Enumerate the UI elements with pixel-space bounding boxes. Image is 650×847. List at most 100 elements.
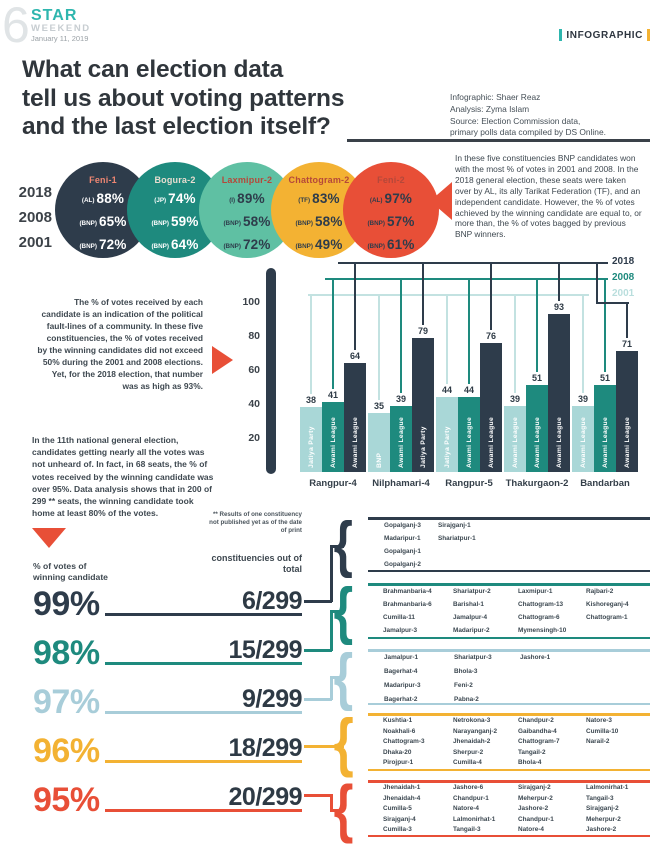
circle-party-tag: (BNP) xyxy=(367,219,385,227)
row-underline xyxy=(105,613,302,616)
legend-connector xyxy=(596,262,598,302)
credits: Infographic: Shaer Reaz Analysis: Zyma Is… xyxy=(450,92,606,139)
bar-party-label: Jatiya Party xyxy=(443,426,451,468)
connector xyxy=(304,794,332,797)
legend-connector xyxy=(536,278,538,373)
row-underline xyxy=(105,711,302,714)
constituency-item: Meherpur-2 xyxy=(518,794,553,802)
brace-icon: { xyxy=(333,773,354,844)
constituency-item: Brahmanbaria-6 xyxy=(383,601,432,608)
constituency-item: Lalmonirhat-1 xyxy=(453,815,496,823)
fraction-value: 20/299 xyxy=(228,783,303,811)
issue-date: January 11, 2019 xyxy=(31,34,89,43)
right-arrow-icon xyxy=(212,346,233,374)
row-underline xyxy=(105,760,302,763)
page-title: What can election data tell us about voti… xyxy=(22,56,344,142)
constituency-item: Narail-2 xyxy=(586,738,610,746)
constituency-item: Rajbari-2 xyxy=(586,588,614,595)
circle-stat-row: (BNP) 58% xyxy=(199,213,295,231)
circle-year-label: 2001 xyxy=(18,234,52,251)
connector xyxy=(330,545,344,548)
constituency-item: Shariatpur-3 xyxy=(454,654,492,661)
constituency-item: Jhenaidah-2 xyxy=(453,738,491,746)
circles-note: In these five constituencies BNP candida… xyxy=(455,153,642,240)
bar-party-label: Awami League xyxy=(329,416,337,468)
section-tag-bar-icon xyxy=(559,29,563,41)
pct-value: 96% xyxy=(33,732,100,770)
bar-party-label: BNP xyxy=(375,452,383,468)
constituency-item: Jashore-1 xyxy=(520,654,551,661)
issue-number: 6 xyxy=(2,0,30,53)
circle-party-tag: (BNP) xyxy=(151,219,169,227)
legend-label: 2001 xyxy=(612,288,635,299)
circle-pct-value: 59% xyxy=(170,214,199,229)
group-bottom-line xyxy=(368,768,650,771)
circle-pct-value: 88% xyxy=(96,191,125,206)
circle-pct-value: 89% xyxy=(237,191,265,206)
legend-connector xyxy=(446,294,448,385)
eleventh-election-note: In the 11th national general election, c… xyxy=(32,435,214,519)
connector xyxy=(330,794,333,811)
constituency-item: Kushtia-1 xyxy=(383,717,413,724)
down-arrow-icon xyxy=(32,528,66,548)
circle-party-tag: (AL) xyxy=(81,196,95,204)
circle-year-label: 2018 xyxy=(18,184,52,201)
brace-icon: { xyxy=(333,576,354,646)
bar: Awami League xyxy=(458,397,480,472)
connector xyxy=(304,600,332,603)
y-tick-label: 60 xyxy=(248,364,260,376)
y-tick-label: 20 xyxy=(248,432,260,444)
bar: Awami League xyxy=(480,342,502,472)
circle-year-label: 2008 xyxy=(18,209,52,226)
constituency-item: Bagerhat-2 xyxy=(384,696,418,703)
category-label: Thakurgaon-2 xyxy=(505,478,569,489)
bar-party-label: Awami League xyxy=(487,416,495,468)
bar: Jatiya Party xyxy=(412,337,434,472)
circle-stat-row: (BNP) 65% xyxy=(55,213,151,231)
credit-line: Infographic: Shaer Reaz xyxy=(450,92,541,102)
constituency-item: Sirajganj-2 xyxy=(586,805,619,813)
circle-pct-value: 83% xyxy=(312,191,340,206)
circle-title: Bogura-2 xyxy=(154,175,196,185)
bar-party-label: Awami League xyxy=(351,416,359,468)
bar: Jatiya Party xyxy=(436,397,458,472)
constituency-item: Shariatpur-1 xyxy=(438,535,476,542)
constituency-item: Jhenaidah-4 xyxy=(383,794,421,802)
circle-stat-row: (AL) 97% xyxy=(343,190,439,208)
circle-stat-row: (BNP) 59% xyxy=(127,213,223,231)
bar-party-label: Awami League xyxy=(511,416,519,468)
constituency-item: Barishal-1 xyxy=(453,601,484,608)
brand-logo: STAR xyxy=(31,7,78,24)
constituency-item: Madaripur-2 xyxy=(453,627,490,634)
legend-connector xyxy=(468,278,470,385)
constituency-item: Natore-4 xyxy=(453,805,479,813)
bar-value: 44 xyxy=(441,385,452,396)
bar: Awami League xyxy=(572,405,594,472)
circle-pct-value: 65% xyxy=(98,214,127,229)
constituency-group: Jhenaidah-1 Jhenaidah-4 Cumilla-5 Sirajganj… xyxy=(368,780,650,837)
legend-connector xyxy=(332,278,334,390)
constituency-item: Gaibandha-4 xyxy=(518,727,557,735)
constituency-item: Sirajganj-1 xyxy=(438,522,471,529)
constituency-item: Chandpur-2 xyxy=(518,717,554,724)
constituency-item: Kishoreganj-4 xyxy=(586,601,629,608)
constituency-item: Tangail-2 xyxy=(518,748,546,756)
constituency-item: Feni-2 xyxy=(454,682,473,689)
bar-party-label: Jatiya Party xyxy=(419,426,427,468)
constituency-item: Pirojpur-1 xyxy=(383,759,414,767)
bar-party-label: Awami League xyxy=(533,416,541,468)
group-bottom-line xyxy=(368,569,650,572)
constituency-item: Chattogram-1 xyxy=(586,614,628,621)
circle-title: Feni-1 xyxy=(89,175,117,185)
connector xyxy=(330,676,344,679)
constituency-item: Madaripur-1 xyxy=(384,535,421,542)
circle-party-tag: (JP) xyxy=(154,196,167,204)
circle-party-tag: (BNP) xyxy=(295,219,313,227)
constituency-item: Jashore-2 xyxy=(518,805,549,813)
group-bottom-line xyxy=(368,702,650,705)
bar-value: 39 xyxy=(509,393,520,404)
bar-party-label: Jatiya Party xyxy=(307,426,315,468)
bar-party-label: Awami League xyxy=(601,416,609,468)
circle-pct-value: 58% xyxy=(314,214,343,229)
